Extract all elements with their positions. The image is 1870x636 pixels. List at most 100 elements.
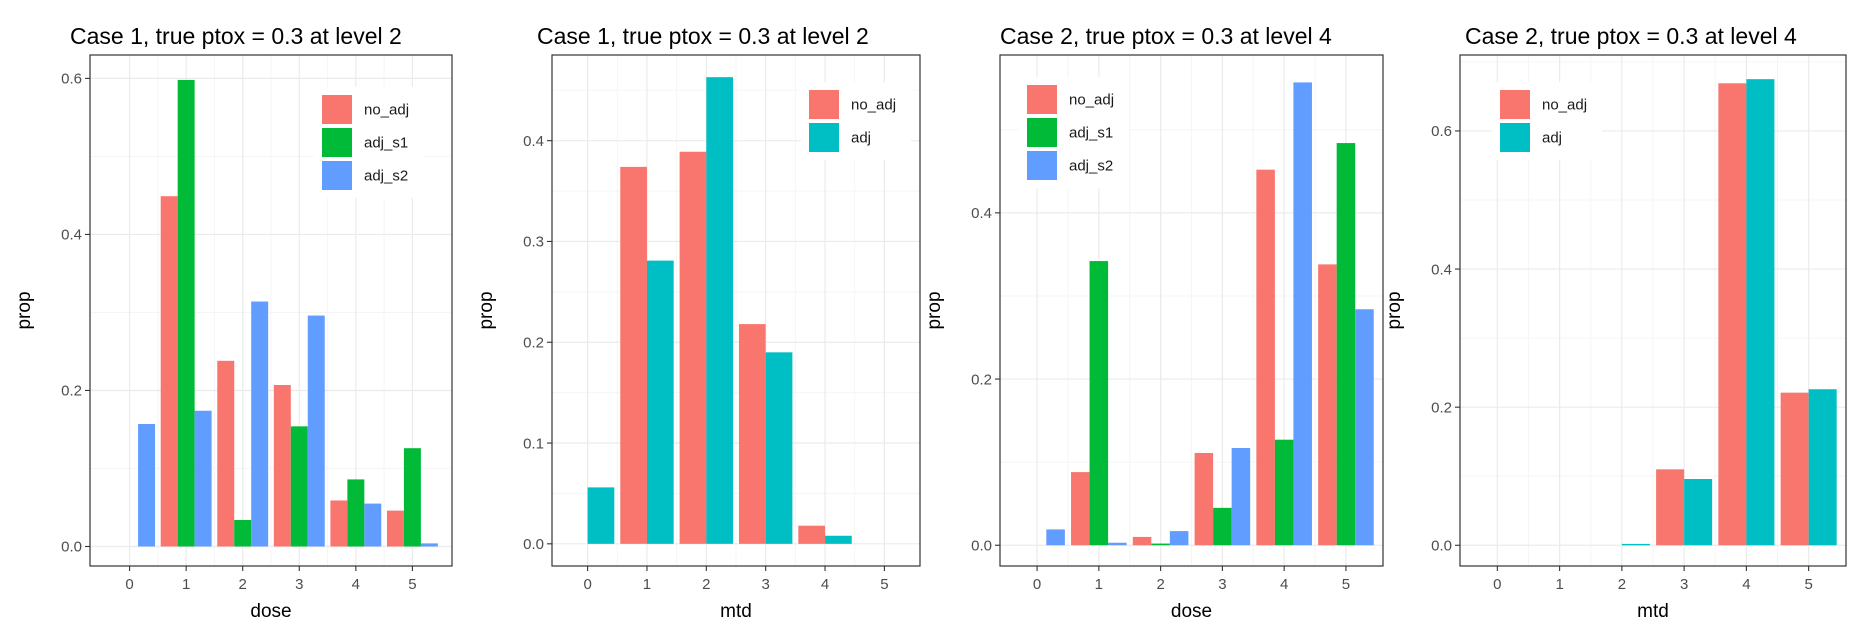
bar-adj-3 [1684,478,1713,546]
bar-adj_s2-0 [1046,529,1065,546]
x-tick-label: 4 [1280,576,1288,593]
bar-adj-1 [646,260,674,544]
y-axis-label: prop [1384,291,1405,329]
x-tick-label: 0 [1033,576,1041,593]
bar-adj_s2-2 [1169,531,1189,546]
y-tick-label: 0.0 [1431,538,1452,555]
bar-adj_s1-1 [177,79,195,547]
legend-label-no_adj: no_adj [851,97,896,114]
bar-adj_s1-4 [347,479,365,547]
legend-label-adj_s1: adj_s1 [1069,125,1113,142]
legend-key-adj [1500,123,1530,152]
chart-title: Case 1, true ptox = 0.3 at level 2 [537,23,869,49]
bar-no_adj-4 [798,525,826,544]
bar-adj-0 [587,487,615,544]
chart-panel-1: 0.0 0.2 0.4 0.6 0 1 2 3 4 5 dose prop Case 1, true p… [14,23,453,622]
legend-label-no_adj: no_adj [1542,97,1587,114]
chart-panel-2: 0.0 0.1 0.2 0.3 0.4 0 1 2 3 4 5 mtd prop Case 1, true… [476,23,921,622]
x-axis-label: dose [1171,601,1212,622]
x-tick-label: 0 [1493,576,1501,593]
legend-key-no_adj [809,90,839,119]
bar-no_adj-4 [1718,83,1747,546]
bar-no_adj-1 [620,166,647,544]
x-tick-label: 5 [1804,576,1812,593]
y-axis-label: prop [14,291,35,329]
bar-adj_s2-4 [364,503,382,547]
bar-adj_s1-1 [1089,261,1109,546]
panel-border [999,54,1384,567]
bar-no_adj-5 [1780,392,1809,546]
y-tick-label: 0.4 [971,205,992,222]
bar-adj_s2-3 [307,315,325,547]
bar-no_adj-5 [1318,264,1337,546]
chart-title: Case 1, true ptox = 0.3 at level 2 [70,23,402,49]
bar-adj_s1-3 [290,426,308,547]
x-tick-label: 1 [643,576,651,593]
legend-key-no_adj [322,95,352,124]
chart-panel-3: 0.0 0.2 0.4 0 1 2 3 4 5 dose prop Case 2, true ptox… [924,23,1384,622]
legend-label-adj: adj [1542,130,1562,147]
bar-adj_s2-4 [1293,82,1312,546]
x-tick-label: 2 [1156,576,1164,593]
x-tick-label: 3 [1218,576,1226,593]
x-tick-label: 0 [583,576,591,593]
bar-adj_s2-1 [194,410,212,547]
panel-border [1459,54,1847,567]
bar-no_adj-3 [273,385,291,547]
panel-border [89,54,453,567]
legend-key-adj [809,123,839,152]
chart-title: Case 2, true ptox = 0.3 at level 4 [1000,23,1332,49]
bar-adj_s1-5 [1336,143,1356,546]
bar-adj_s1-5 [403,448,421,547]
y-tick-label: 0.0 [523,536,544,553]
panel-border [551,54,921,567]
x-tick-label: 2 [702,576,710,593]
legend-key-no_adj [1500,90,1530,119]
y-tick-label: 0.6 [1431,123,1452,140]
x-tick-label: 2 [1618,576,1626,593]
bar-adj_s1-4 [1274,439,1294,546]
legend-key-adj_s1 [1027,118,1057,147]
bar-adj-4 [1746,79,1775,546]
legend-label-adj: adj [851,130,871,147]
y-tick-label: 0.4 [61,227,82,244]
bar-adj_s1-3 [1213,507,1232,546]
x-axis-label: mtd [1637,601,1669,622]
legend-key-adj_s2 [1027,151,1057,180]
bar-no_adj-2 [679,151,707,544]
bar-no_adj-4 [1256,169,1275,546]
x-axis-label: mtd [720,601,752,622]
x-tick-label: 3 [762,576,770,593]
x-tick-label: 1 [1555,576,1563,593]
bar-adj_s2-5 [1355,309,1374,546]
x-tick-label: 4 [352,576,360,593]
legend-label-adj_s1: adj_s1 [364,135,408,152]
bar-adj-2 [706,77,734,544]
bar-adj-4 [825,535,852,544]
x-tick-label: 5 [880,576,888,593]
legend-label-no_adj: no_adj [1069,92,1114,109]
bar-adj-3 [765,352,793,544]
x-tick-label: 3 [295,576,303,593]
x-tick-label: 1 [182,576,190,593]
bar-adj_s2-0 [138,424,156,547]
bar-adj_s1-2 [1151,543,1170,546]
y-tick-label: 0.2 [1431,399,1452,416]
bar-no_adj-3 [738,324,766,544]
bar-adj_s2-2 [251,301,269,547]
y-tick-label: 0.2 [971,371,992,388]
y-tick-label: 0.4 [523,133,544,150]
bar-no_adj-1 [160,196,178,547]
legend-key-adj_s1 [322,128,352,157]
x-tick-label: 2 [239,576,247,593]
y-tick-label: 0.0 [61,539,82,556]
legend-label-adj_s2: adj_s2 [1069,158,1113,175]
x-tick-label: 5 [408,576,416,593]
y-tick-label: 0.4 [1431,261,1452,278]
x-tick-label: 4 [1742,576,1750,593]
y-axis-label: prop [476,291,497,329]
legend: no_adj adj_s1 adj_s2 [314,87,424,198]
legend-key-no_adj [1027,85,1057,114]
